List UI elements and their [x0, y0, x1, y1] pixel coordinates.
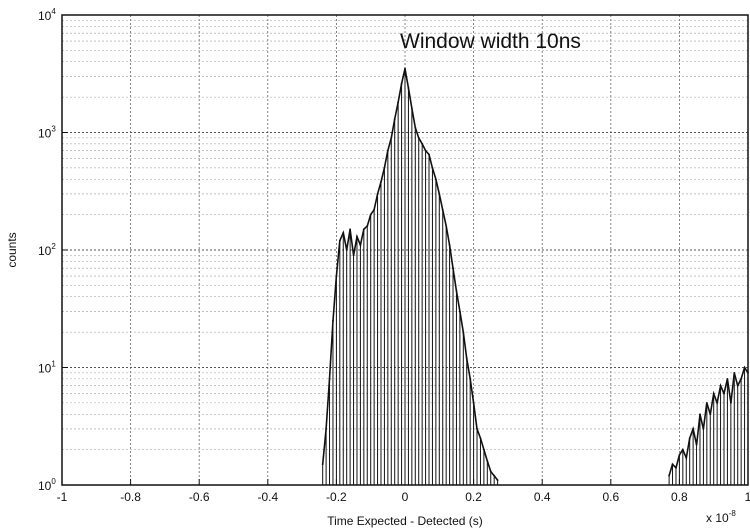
y-tick-base: 10 — [38, 479, 52, 493]
y-tick-exp: 1 — [51, 360, 56, 369]
y-tick-exp: 2 — [51, 242, 56, 251]
y-tick-label: 101 — [38, 360, 56, 376]
x-axis-multiplier: x 10-8 — [706, 509, 736, 525]
x-tick-label: -1 — [57, 490, 68, 504]
x-tick-label: -0.8 — [120, 490, 141, 504]
series-line — [321, 68, 499, 481]
x-tick-label: 0 — [402, 490, 409, 504]
x-tick-label: 1 — [745, 490, 750, 504]
series-line — [668, 365, 749, 476]
x-multiplier-exp: -8 — [729, 509, 737, 518]
y-tick-label: 103 — [38, 125, 56, 141]
x-tick-label: -0.2 — [326, 490, 347, 504]
x-axis-label: Time Expected - Detected (s) — [327, 514, 483, 528]
y-tick-label: 102 — [38, 242, 56, 258]
x-tick-label: -0.4 — [257, 490, 278, 504]
x-tick-label: 0.8 — [671, 490, 688, 504]
y-axis-label: counts — [5, 232, 19, 267]
y-tick-base: 10 — [38, 127, 52, 141]
series-layer — [321, 67, 749, 485]
y-tick-base: 10 — [38, 362, 52, 376]
series-0 — [321, 67, 499, 485]
x-tick-label: 0.4 — [534, 490, 551, 504]
y-tick-label: 104 — [38, 7, 56, 23]
y-tick-base: 10 — [38, 244, 52, 258]
y-tick-exp: 0 — [51, 477, 56, 486]
x-tick-label: 0.2 — [465, 490, 482, 504]
x-tick-label: -0.6 — [189, 490, 210, 504]
y-tick-exp: 3 — [51, 125, 56, 134]
y-tick-label: 100 — [38, 477, 56, 493]
x-axis: -1 -0.8 -0.6 -0.4 -0.2 0 0.2 0.4 0.6 0.8 1 — [57, 479, 750, 504]
annotation-window-width: Window width 10ns — [400, 30, 581, 53]
y-tick-base: 10 — [38, 9, 52, 23]
x-multiplier-base: x 10 — [706, 511, 729, 525]
y-tick-exp: 4 — [51, 7, 56, 16]
x-tick-label: 0.6 — [602, 490, 619, 504]
